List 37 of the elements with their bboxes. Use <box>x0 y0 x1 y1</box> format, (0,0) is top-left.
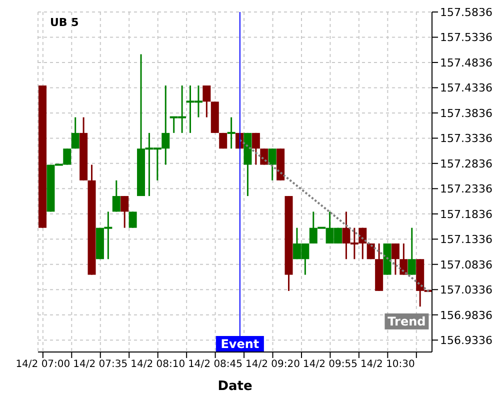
y-tick-label: 157.5836 <box>440 6 492 19</box>
y-tick-label: 157.2336 <box>440 182 492 196</box>
y-tick-label: 157.3836 <box>440 106 492 120</box>
candlestick <box>112 180 120 212</box>
y-tick-label: 157.4836 <box>440 56 492 70</box>
x-tick-label: 14/2 08:45 <box>188 359 243 370</box>
y-tick-label: 157.4336 <box>440 82 492 95</box>
candlestick <box>268 148 276 182</box>
y-tick-label: 157.1836 <box>440 208 492 221</box>
y-tick-label: 157.0336 <box>440 284 492 297</box>
candlestick <box>128 210 137 229</box>
candlestick <box>391 242 400 276</box>
chart-title: UB 5 <box>50 16 79 29</box>
y-tick-label: 156.9336 <box>440 334 492 347</box>
candlestick <box>202 84 211 118</box>
y-tick-label: 157.2836 <box>440 157 492 170</box>
y-tick-label: 156.9836 <box>440 308 492 322</box>
x-tick-label: 14/2 09:20 <box>246 359 300 370</box>
series-label: Trend <box>388 314 426 328</box>
y-tick-label: 157.0836 <box>440 258 492 272</box>
candlestick <box>120 195 129 229</box>
x-tick-label: 14/2 07:35 <box>73 359 128 370</box>
y-tick-label: 157.5336 <box>440 31 492 44</box>
candlestick <box>260 148 268 166</box>
candlestick <box>408 227 416 276</box>
candlestick <box>252 132 260 166</box>
x-tick-label: 14/2 09:55 <box>302 359 358 370</box>
y-tick-label: 157.3336 <box>440 132 492 146</box>
ref-line-label: Event <box>220 337 260 351</box>
x-axis-title: Date <box>218 379 252 394</box>
candlestick <box>227 116 236 150</box>
x-tick-label: 14/2 08:10 <box>130 359 186 370</box>
candlestick <box>71 116 80 150</box>
x-tick-label: 14/2 07:00 <box>16 359 70 370</box>
y-tick-label: 157.1336 <box>440 233 492 246</box>
candlestick <box>400 242 408 276</box>
x-tick-label: 14/2 10:30 <box>360 359 415 370</box>
